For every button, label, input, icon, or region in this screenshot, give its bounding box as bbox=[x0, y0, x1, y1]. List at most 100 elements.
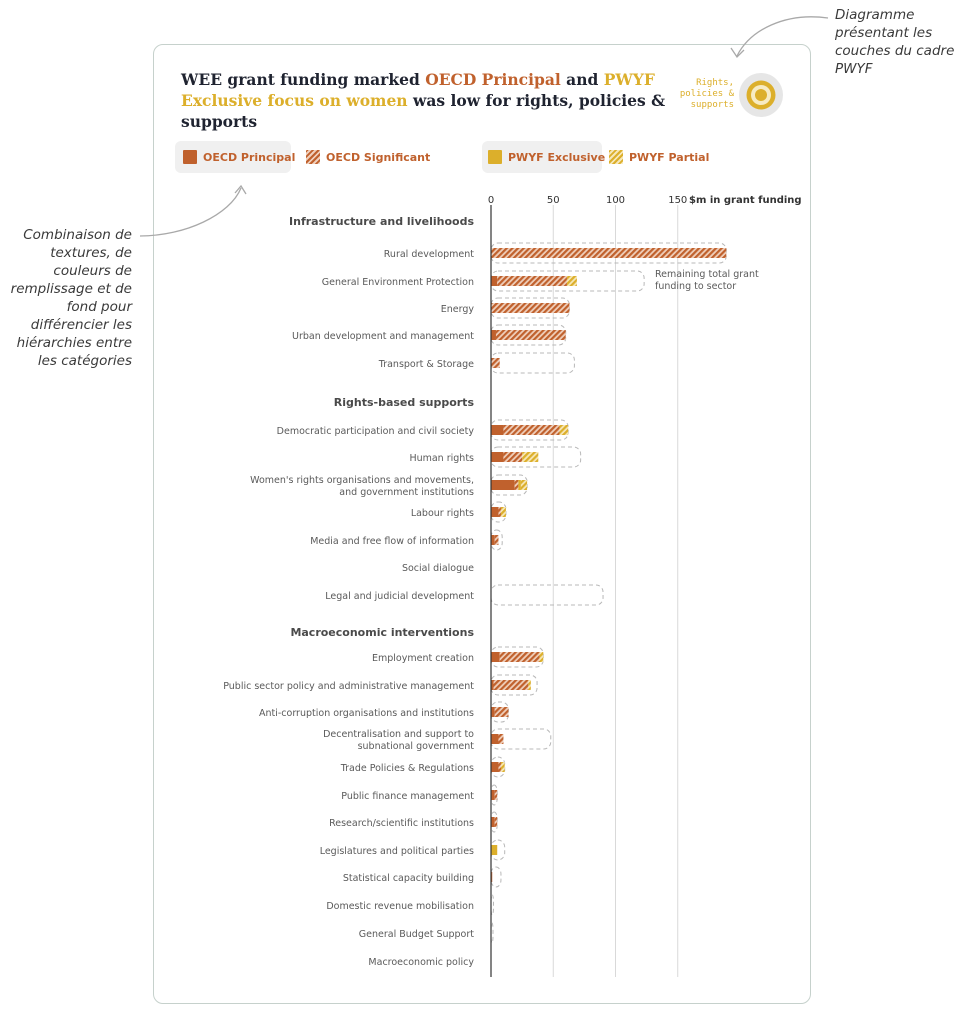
row-label: Urban development and management bbox=[292, 331, 474, 342]
legend-swatch-pwyf-exclusive bbox=[488, 150, 502, 164]
row-label: Trade Policies & Regulations bbox=[340, 763, 474, 774]
legend-highlight-pwyf bbox=[482, 141, 602, 173]
bar-op bbox=[491, 507, 499, 517]
bar-pp bbox=[566, 276, 577, 286]
bar-op bbox=[491, 425, 504, 435]
bar-op bbox=[491, 790, 495, 800]
x-tick-label: 150 bbox=[668, 195, 687, 206]
remaining-total-outline bbox=[490, 446, 582, 468]
bar-pp bbox=[528, 680, 531, 690]
row-label: Domestic revenue mobilisation bbox=[326, 901, 474, 912]
row-label: Anti-corruption organisations and instit… bbox=[259, 708, 474, 719]
title-pwyf-exclusive: PWYF Exclusive focus on women bbox=[181, 70, 655, 110]
bar-pp bbox=[500, 762, 505, 772]
textures-annotation: Combinaison de textures, de couleurs de … bbox=[10, 227, 132, 369]
bar-pe bbox=[518, 480, 521, 490]
bar-op bbox=[491, 330, 496, 340]
bar-pe bbox=[491, 845, 498, 855]
bar-chart: 0 50 100 150 $m in grant funding Infrastructu… bbox=[223, 195, 802, 977]
bar-pp bbox=[500, 507, 506, 517]
remaining-total-outline bbox=[490, 756, 506, 778]
bar-op bbox=[491, 535, 495, 545]
layers-annotation: Diagramme présentant les couches du cadr… bbox=[835, 7, 955, 77]
legend-label-pwyf-exclusive: PWYF Exclusive bbox=[508, 150, 606, 164]
title-oecd-principal: OECD Principal bbox=[425, 70, 561, 89]
row-label: Employment creation bbox=[372, 653, 474, 664]
layers-label: Rights, policies & supports bbox=[679, 78, 734, 110]
bar-op bbox=[491, 734, 499, 744]
bar-op bbox=[491, 707, 495, 717]
legend-swatch-oecd-significant bbox=[306, 150, 320, 164]
bar-os bbox=[497, 276, 567, 286]
group-title: Infrastructure and livelihoods bbox=[289, 215, 474, 228]
bar-os bbox=[491, 248, 727, 258]
row-label: Legal and judicial development bbox=[325, 591, 474, 602]
row-label: Energy bbox=[441, 304, 475, 315]
bar-os bbox=[495, 330, 566, 340]
bar-op bbox=[491, 652, 500, 662]
bar-os bbox=[494, 535, 499, 545]
row-label: Social dialogue bbox=[402, 563, 474, 574]
row-label: Research/scientific institutions bbox=[329, 818, 474, 829]
remaining-total-outline bbox=[490, 584, 604, 606]
bar-op bbox=[491, 452, 504, 462]
remaining-total-outline bbox=[490, 784, 498, 806]
legend-pwyf-exclusive: PWYF Exclusive bbox=[488, 150, 605, 164]
title-part-3: was low for rights, policies & supports bbox=[181, 91, 666, 131]
remaining-total-outline bbox=[490, 811, 498, 833]
x-tick-label: 100 bbox=[606, 195, 625, 206]
chart-title: WEE grant funding marked OECD Principal … bbox=[181, 69, 701, 132]
bar-os bbox=[503, 452, 523, 462]
remaining-total-note: Remaining total grant funding to sector bbox=[655, 269, 759, 292]
row-label: Macroeconomic policy bbox=[368, 957, 474, 968]
legend-oecd-significant: OECD Significant bbox=[306, 150, 430, 164]
remaining-total-outline bbox=[490, 839, 506, 861]
bar-pp bbox=[559, 425, 569, 435]
bar-os bbox=[494, 790, 498, 800]
bar-op bbox=[491, 680, 494, 690]
bar-os bbox=[514, 480, 519, 490]
bar-os bbox=[494, 817, 498, 827]
legend-label-oecd-principal: OECD Principal bbox=[203, 150, 296, 164]
title-part-1: WEE grant funding marked bbox=[181, 70, 426, 89]
bar-op bbox=[491, 872, 493, 882]
group-title: Macroeconomic interventions bbox=[290, 626, 474, 639]
bar-os bbox=[494, 707, 509, 717]
bar-op bbox=[491, 480, 515, 490]
legend-oecd-principal: OECD Principal bbox=[183, 150, 295, 164]
row-label: General Environment Protection bbox=[322, 277, 474, 288]
row-label: Transport & Storage bbox=[378, 359, 474, 370]
bar-os bbox=[498, 507, 501, 517]
legend-swatch-oecd-principal bbox=[183, 150, 197, 164]
row-label: General Budget Support bbox=[359, 929, 474, 940]
row-label: Women's rights organisations and movemen… bbox=[250, 475, 474, 498]
remaining-total-outline bbox=[490, 646, 544, 668]
group-title: Rights-based supports bbox=[334, 396, 475, 409]
chart-card: WEE grant funding marked OECD Principal … bbox=[153, 44, 811, 1004]
row-label: Legislatures and political parties bbox=[320, 846, 474, 857]
bar-os bbox=[498, 734, 504, 744]
bar-os bbox=[498, 762, 501, 772]
row-label: Media and free flow of information bbox=[310, 536, 474, 547]
x-tick-label: 0 bbox=[488, 195, 494, 206]
legend-label-oecd-significant: OECD Significant bbox=[326, 150, 431, 164]
x-axis-label: $m in grant funding bbox=[689, 195, 802, 206]
bar-op bbox=[491, 762, 499, 772]
bar-os bbox=[499, 652, 540, 662]
remaining-total-outline bbox=[490, 866, 502, 888]
bar-os bbox=[491, 303, 570, 313]
bar-pp bbox=[539, 652, 544, 662]
row-label: Decentralisation and support to subnation… bbox=[323, 729, 474, 752]
bar-pp bbox=[520, 480, 528, 490]
legend-label-pwyf-partial: PWYF Partial bbox=[629, 150, 710, 164]
bar-os bbox=[503, 425, 560, 435]
x-tick-label: 50 bbox=[547, 195, 560, 206]
row-label: Public sector policy and administrative … bbox=[223, 681, 474, 692]
bar-pp bbox=[522, 452, 539, 462]
remaining-total-outline bbox=[490, 352, 575, 374]
title-part-2: and bbox=[560, 70, 604, 89]
row-label: Statistical capacity building bbox=[343, 873, 474, 884]
row-label: Rural development bbox=[384, 249, 475, 260]
bar-os bbox=[491, 358, 500, 368]
row-label: Labour rights bbox=[411, 508, 474, 519]
